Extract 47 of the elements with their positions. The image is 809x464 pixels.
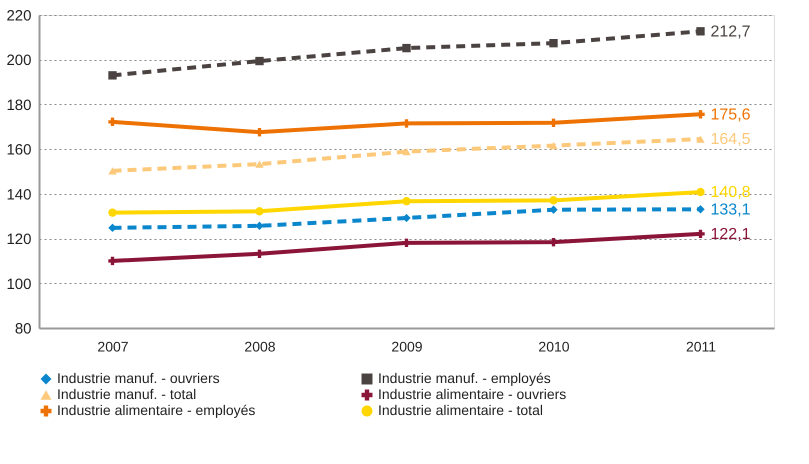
data-label: 164,5 — [710, 131, 751, 148]
data-label: 140,8 — [710, 184, 751, 202]
y-tick-label: 160 — [6, 142, 32, 159]
y-tick-label: 100 — [6, 276, 32, 293]
point — [255, 56, 264, 66]
legend-label: Industrie manuf. - ouvriers — [57, 370, 220, 386]
point — [108, 71, 117, 80]
point — [255, 160, 264, 168]
y-tick-label: 200 — [6, 52, 32, 70]
point — [402, 44, 411, 52]
point — [255, 128, 264, 136]
x-tick-label: 2009 — [391, 338, 423, 354]
y-tick-label: 140 — [6, 186, 32, 204]
y-tick-label: 120 — [6, 231, 32, 248]
data-label: 122,1 — [710, 226, 751, 243]
x-tick-label: 2007 — [97, 338, 129, 354]
data-label: 175,6 — [710, 106, 751, 124]
legend-label: Industrie alimentaire - total — [378, 402, 543, 418]
legend-label: Industrie alimentaire - ouvriers — [378, 386, 566, 402]
point — [696, 205, 705, 214]
data-label: 212,7 — [710, 23, 751, 40]
point — [108, 118, 117, 126]
x-tick-label: 2010 — [538, 338, 570, 354]
point — [402, 148, 411, 156]
y-tick-label: 220 — [6, 8, 32, 24]
y-tick-label: 80 — [14, 320, 32, 338]
legend-label: Industrie alimentaire - employés — [57, 402, 256, 418]
point — [696, 188, 705, 196]
point — [696, 230, 705, 238]
point — [402, 119, 411, 128]
point — [696, 27, 705, 36]
point — [108, 208, 117, 217]
point — [549, 38, 558, 48]
point — [108, 167, 117, 174]
point — [255, 207, 264, 216]
legend-label: Industrie manuf. - total — [57, 386, 196, 402]
y-tick-label: 180 — [6, 96, 32, 114]
point — [108, 256, 117, 266]
data-label: 133,1 — [710, 201, 751, 218]
x-tick-label: 2011 — [686, 338, 716, 354]
point — [402, 197, 411, 206]
point — [696, 135, 705, 143]
point — [255, 222, 264, 230]
x-tick-label: 2008 — [244, 338, 276, 354]
point — [549, 142, 558, 150]
point — [549, 196, 558, 205]
legend-label: Industrie manuf. - employés — [378, 370, 551, 386]
